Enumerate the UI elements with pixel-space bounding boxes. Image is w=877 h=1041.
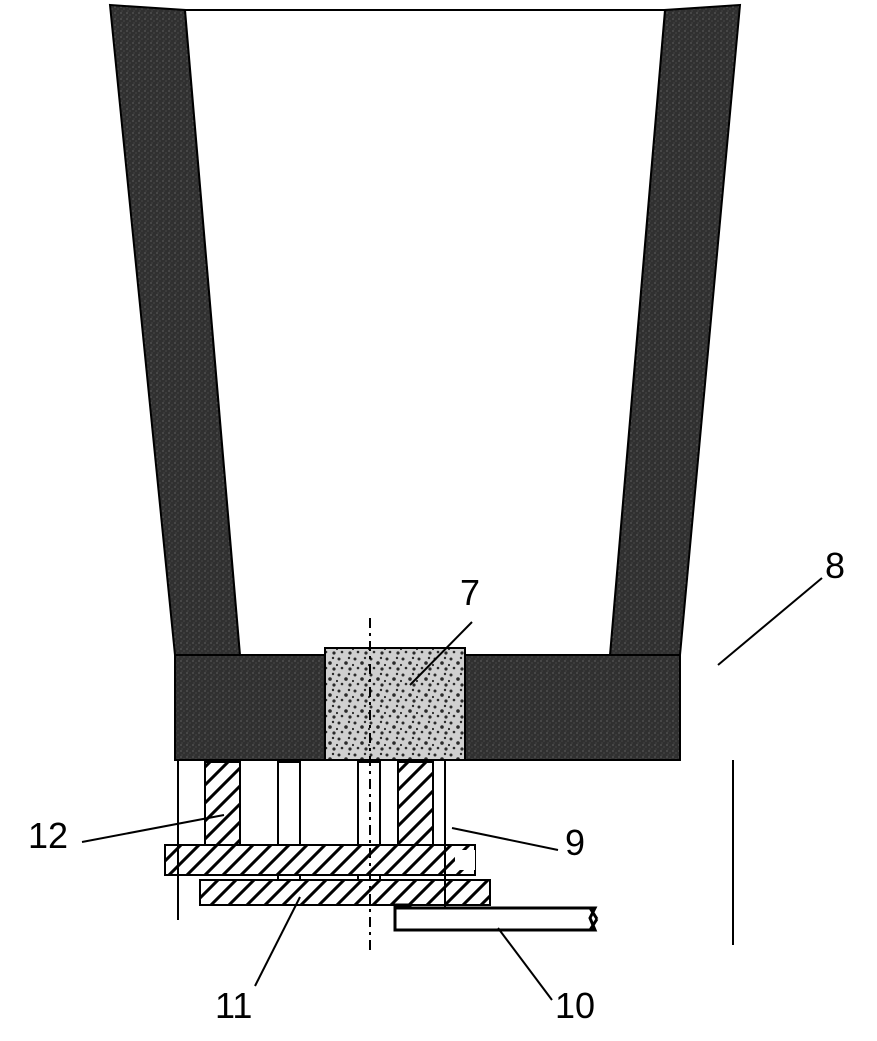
vessel-body [110,5,740,760]
label-9: 9 [565,822,585,864]
label-10: 10 [555,985,595,1027]
outlet-pipe [395,905,597,930]
speckled-insert [325,648,465,760]
label-7: 7 [460,572,480,614]
diagram-svg [0,0,877,1036]
technical-diagram: 7 8 9 10 11 12 [0,0,877,1036]
label-11: 11 [215,985,252,1027]
label-12: 12 [28,815,68,857]
label-8: 8 [825,545,845,587]
outlet-assembly [165,762,490,905]
